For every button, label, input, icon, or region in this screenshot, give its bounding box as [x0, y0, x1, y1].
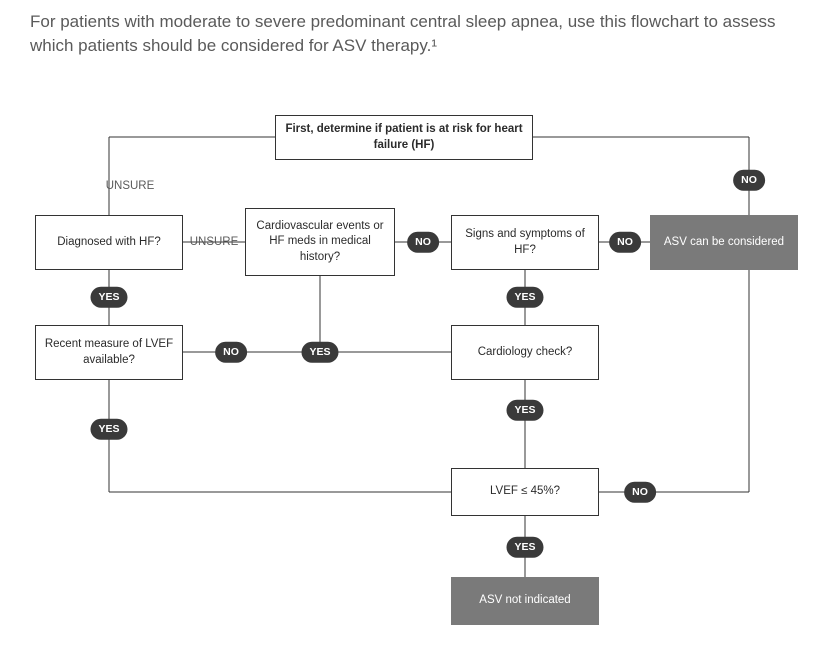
label-unsure_top: UNSURE: [106, 180, 155, 192]
pill-no_lvef45: NO: [624, 482, 656, 503]
node-signs: Signs and symptoms of HF?: [451, 215, 599, 270]
node-label: LVEF ≤ 45%?: [490, 484, 560, 500]
pill-no_start: NO: [733, 170, 765, 191]
node-lvef_avail: Recent measure of LVEF available?: [35, 325, 183, 380]
pill-no_lvef: NO: [215, 342, 247, 363]
flowchart-canvas: First, determine if patient is at risk f…: [0, 90, 825, 647]
node-diagnosed: Diagnosed with HF?: [35, 215, 183, 270]
intro-text: For patients with moderate to severe pre…: [30, 10, 795, 58]
pill-yes_signs: YES: [506, 287, 543, 308]
node-asv_not: ASV not indicated: [451, 577, 599, 625]
node-label: ASV can be considered: [664, 235, 784, 251]
node-label: Recent measure of LVEF available?: [44, 337, 174, 368]
node-label: Cardiology check?: [478, 345, 573, 361]
pill-no_signs: NO: [609, 232, 641, 253]
node-label: Signs and symptoms of HF?: [460, 227, 590, 258]
node-lvef45: LVEF ≤ 45%?: [451, 468, 599, 516]
node-label: Cardiovascular events or HF meds in medi…: [254, 219, 386, 266]
node-start: First, determine if patient is at risk f…: [275, 115, 533, 160]
pill-yes_lvef45: YES: [506, 537, 543, 558]
pill-yes_lvefav: YES: [90, 419, 127, 440]
node-cv_events: Cardiovascular events or HF meds in medi…: [245, 208, 395, 276]
pill-yes_cv: YES: [301, 342, 338, 363]
node-cardiology: Cardiology check?: [451, 325, 599, 380]
pill-yes_diag: YES: [90, 287, 127, 308]
label-unsure_side: UNSURE: [190, 236, 239, 248]
pill-no_cv: NO: [407, 232, 439, 253]
node-asv_consider: ASV can be considered: [650, 215, 798, 270]
node-label: First, determine if patient is at risk f…: [284, 122, 524, 153]
node-label: ASV not indicated: [479, 593, 570, 609]
node-label: Diagnosed with HF?: [57, 235, 161, 251]
pill-yes_card: YES: [506, 400, 543, 421]
